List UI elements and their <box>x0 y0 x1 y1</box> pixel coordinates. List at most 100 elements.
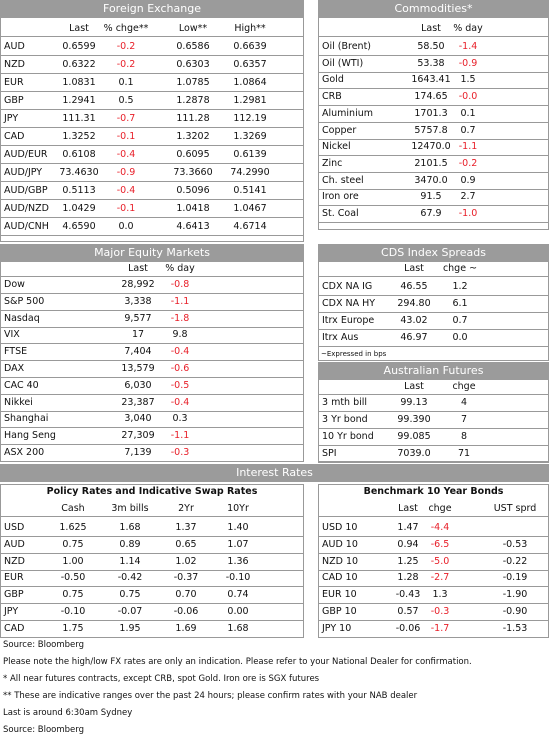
row-label: SPI <box>322 448 337 459</box>
cell: 1.68 <box>119 522 141 533</box>
row-label: VIX <box>4 329 20 341</box>
cell: 4.6413 <box>176 221 210 232</box>
cell: 1.37 <box>175 522 197 533</box>
row-label: CRB <box>322 91 342 103</box>
cell: -0.43 <box>395 589 421 601</box>
footnote: Please note the high/low FX rates are on… <box>3 657 472 667</box>
cell: Last <box>398 503 418 514</box>
cell: 99.13 <box>400 397 428 408</box>
row-label: Itrx Aus <box>322 332 359 343</box>
cell: 112.19 <box>233 113 267 124</box>
row-label: Nikkei <box>4 396 33 408</box>
cell: 0.7 <box>460 124 476 136</box>
separator <box>0 516 304 517</box>
separator <box>318 428 549 429</box>
separator <box>318 121 549 123</box>
cell: 0.6322 <box>62 59 96 70</box>
row-label: GBP <box>4 95 24 106</box>
row-label: Hang Seng <box>4 430 56 442</box>
cell: % day <box>453 23 483 34</box>
cell: chge <box>428 503 452 514</box>
cell: 74.2990 <box>230 167 270 178</box>
cell: -1.90 <box>502 589 528 601</box>
separator <box>318 445 549 446</box>
footnote: Source: Bloomberg <box>3 640 84 650</box>
cell: 1.0864 <box>233 77 267 88</box>
cell: 46.55 <box>400 281 428 292</box>
cell: -1.0 <box>458 208 478 219</box>
footnote: ** These are indicative ranges over the … <box>3 691 418 701</box>
row-label: St. Coal <box>322 208 359 219</box>
cell: 1.28 <box>397 572 419 584</box>
cell: chge ~ <box>442 263 478 274</box>
separator <box>0 36 304 37</box>
cell: 111.31 <box>62 113 96 124</box>
row-label: Zinc <box>322 157 343 169</box>
separator <box>0 276 304 277</box>
cell: -0.37 <box>173 572 199 584</box>
cell: Low** <box>178 23 208 34</box>
separator <box>0 377 304 378</box>
row-label: NZD 10 <box>322 555 359 567</box>
cell: 1.47 <box>397 522 419 533</box>
cell: -5.0 <box>430 555 450 567</box>
separator <box>318 346 549 347</box>
cell: 0.75 <box>62 589 84 601</box>
separator <box>0 586 304 588</box>
cell: Last <box>404 263 424 274</box>
row-label: AUD <box>4 41 25 52</box>
cell: 7,139 <box>124 447 152 458</box>
cell: -0.53 <box>502 538 528 550</box>
separator <box>318 536 549 537</box>
cell: 73.4630 <box>59 167 99 178</box>
separator <box>318 222 549 223</box>
cell: 1.2981 <box>233 95 267 106</box>
separator <box>0 552 304 554</box>
subheader: Policy Rates and Indicative Swap Rates <box>46 486 258 497</box>
cell: -0.3 <box>430 606 450 617</box>
separator <box>318 329 549 330</box>
separator <box>0 73 304 74</box>
separator <box>0 620 304 621</box>
separator <box>0 199 304 200</box>
cell: -0.1 <box>116 203 136 214</box>
cell: 43.02 <box>400 315 428 326</box>
separator <box>318 411 549 412</box>
cell: 7,404 <box>124 346 152 358</box>
note: ~Expressed in bps <box>321 350 387 358</box>
cell: 99.085 <box>397 431 431 442</box>
cell: -0.9 <box>116 167 136 178</box>
section-header: Australian Futures <box>318 362 549 380</box>
cell: 1701.3 <box>414 107 448 119</box>
row-label: AUD/EUR <box>4 149 48 160</box>
cell: -0.4 <box>116 149 136 160</box>
separator <box>318 462 549 463</box>
row-label: AUD <box>4 538 25 550</box>
separator <box>0 603 304 605</box>
cell: 1.25 <box>397 555 419 567</box>
row-label: EUR <box>4 572 24 584</box>
cell: 1.0418 <box>176 203 210 214</box>
row-label: CAC 40 <box>4 379 39 391</box>
cell: 27,309 <box>121 430 155 442</box>
separator <box>318 88 549 90</box>
cell: 1.2 <box>452 281 468 292</box>
cell: 7039.0 <box>397 448 431 459</box>
separator <box>318 105 549 107</box>
row-label: S&P 500 <box>4 295 45 307</box>
cell: 0.9 <box>460 174 476 186</box>
cell: % chge** <box>103 23 149 34</box>
separator <box>318 36 549 37</box>
cell: 5757.8 <box>414 124 448 136</box>
row-label: Nasdaq <box>4 312 40 324</box>
separator <box>0 145 304 146</box>
separator <box>0 636 304 638</box>
cell: -0.06 <box>395 622 421 634</box>
cell: 0.75 <box>119 589 141 601</box>
row-label: CDX NA IG <box>322 281 373 292</box>
cell: 0.3 <box>172 413 188 425</box>
cell: 4 <box>460 397 468 408</box>
row-label: Oil (WTI) <box>322 57 364 69</box>
row-label: NZD <box>4 59 25 70</box>
cell: -0.50 <box>60 572 86 584</box>
